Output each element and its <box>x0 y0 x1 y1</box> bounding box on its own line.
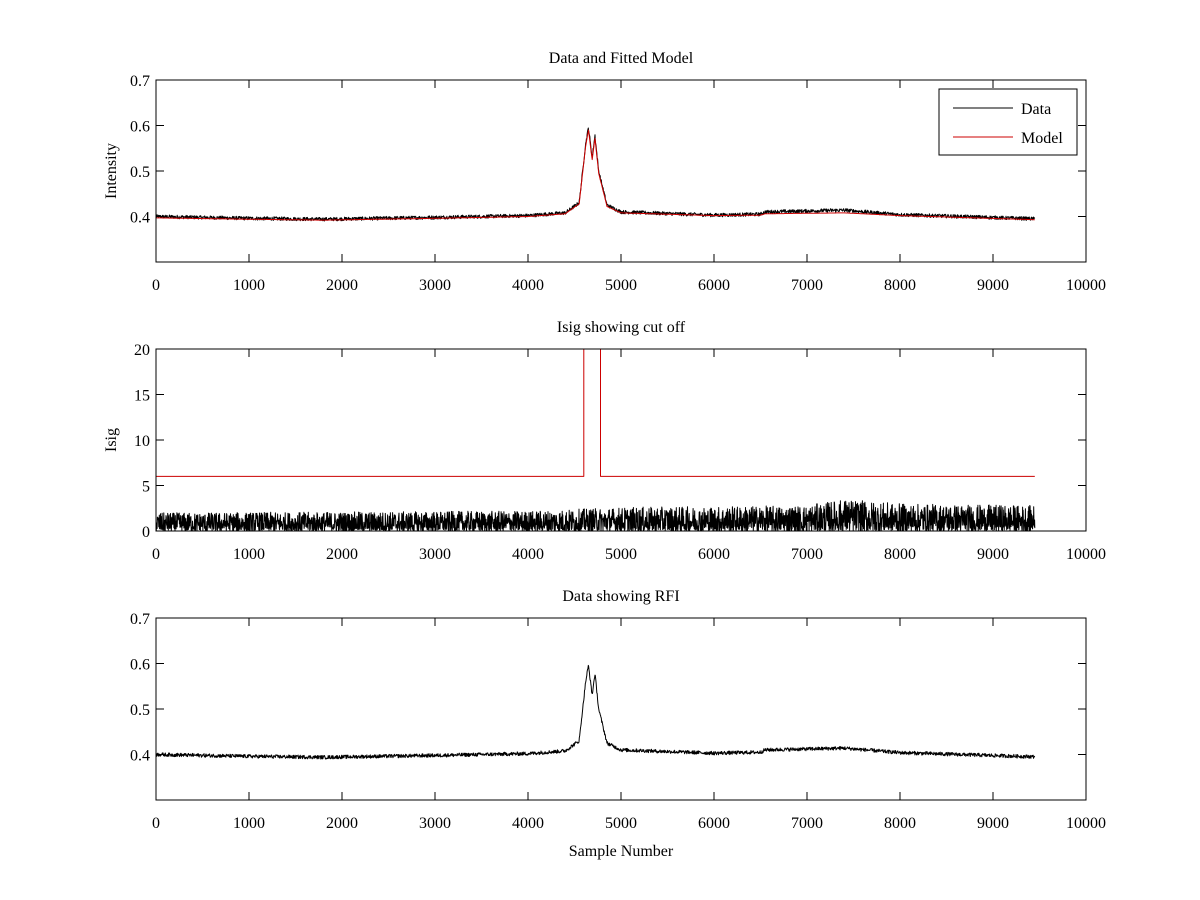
plot-area <box>156 127 1036 222</box>
x-tick-label: 7000 <box>791 546 823 563</box>
plot-area <box>156 664 1036 760</box>
x-tick-label: 3000 <box>419 277 451 294</box>
y-tick-label: 0.7 <box>130 73 150 90</box>
panel-2: 0 1000 2000 3000 4000 5000 6000 7000 8000 9000 100… <box>103 319 1106 563</box>
x-tick-label: 3000 <box>419 546 451 563</box>
x-tick-label: 2000 <box>326 815 358 832</box>
plot-area <box>156 349 1036 531</box>
x-tick-label: 5000 <box>605 815 637 832</box>
x-tick-label: 8000 <box>884 277 916 294</box>
x-tick-label: 9000 <box>977 277 1009 294</box>
x-tick-label: 0 <box>152 277 160 294</box>
y-tick-label: 5 <box>142 479 150 496</box>
x-tick-label: 9000 <box>977 546 1009 563</box>
series-model <box>156 129 1035 221</box>
panel-3: 0 1000 2000 3000 4000 5000 6000 7000 8000 9000 100… <box>130 588 1106 860</box>
x-tick-label: 6000 <box>698 546 730 563</box>
y-tick-label: 10 <box>134 433 150 450</box>
x-tick-label: 2000 <box>326 546 358 563</box>
x-tick-label: 6000 <box>698 277 730 294</box>
x-tick-label: 4000 <box>512 277 544 294</box>
x-tick-label: 8000 <box>884 815 916 832</box>
axes-box <box>155 348 1087 532</box>
panel-1: 0 1000 2000 3000 4000 5000 6000 7000 8000 9000 100… <box>103 50 1106 294</box>
legend-label-model: Model <box>1021 130 1063 147</box>
x-tick-label: 10000 <box>1066 815 1106 832</box>
y-axis-label: Intensity <box>103 143 120 199</box>
y-tick-label: 15 <box>134 388 150 405</box>
x-tick-label: 0 <box>152 546 160 563</box>
x-axis-label: Sample Number <box>569 843 674 860</box>
x-tick-label: 8000 <box>884 546 916 563</box>
x-tick-label: 10000 <box>1066 546 1106 563</box>
legend-box <box>938 88 1078 156</box>
x-tick-label: 9000 <box>977 815 1009 832</box>
chart-title: Data showing RFI <box>562 588 679 605</box>
y-tick-label: 0.5 <box>130 702 150 719</box>
y-tick-label: 0.4 <box>130 210 150 227</box>
x-tick-label: 7000 <box>791 815 823 832</box>
y-tick-label: 0.4 <box>130 748 150 765</box>
x-tick-label: 1000 <box>233 277 265 294</box>
y-tick-label: 0.6 <box>130 119 150 136</box>
x-tick-label: 4000 <box>512 815 544 832</box>
x-tick-label: 5000 <box>605 546 637 563</box>
x-tick-label: 5000 <box>605 277 637 294</box>
series-cut-off <box>156 349 1035 477</box>
y-tick-label: 0.5 <box>130 164 150 181</box>
legend: Data Model <box>938 88 1078 156</box>
x-tick-label: 0 <box>152 815 160 832</box>
x-tick-label: 10000 <box>1066 277 1106 294</box>
axes-box <box>155 617 1087 801</box>
x-tick-label: 1000 <box>233 546 265 563</box>
y-axis-label: Isig <box>103 428 120 452</box>
y-tick-label: 0 <box>142 524 150 541</box>
y-tick-label: 0.6 <box>130 657 150 674</box>
series-isig <box>156 500 1036 531</box>
x-tick-label: 2000 <box>326 277 358 294</box>
x-tick-label: 3000 <box>419 815 451 832</box>
legend-label-data: Data <box>1021 101 1051 118</box>
x-tick-label: 7000 <box>791 277 823 294</box>
x-tick-label: 4000 <box>512 546 544 563</box>
chart-title: Isig showing cut off <box>557 319 686 336</box>
x-tick-label: 6000 <box>698 815 730 832</box>
series-data <box>156 664 1036 760</box>
x-tick-label: 1000 <box>233 815 265 832</box>
y-tick-label: 0.7 <box>130 611 150 628</box>
y-tick-label: 20 <box>134 342 150 359</box>
chart-title: Data and Fitted Model <box>549 50 694 67</box>
